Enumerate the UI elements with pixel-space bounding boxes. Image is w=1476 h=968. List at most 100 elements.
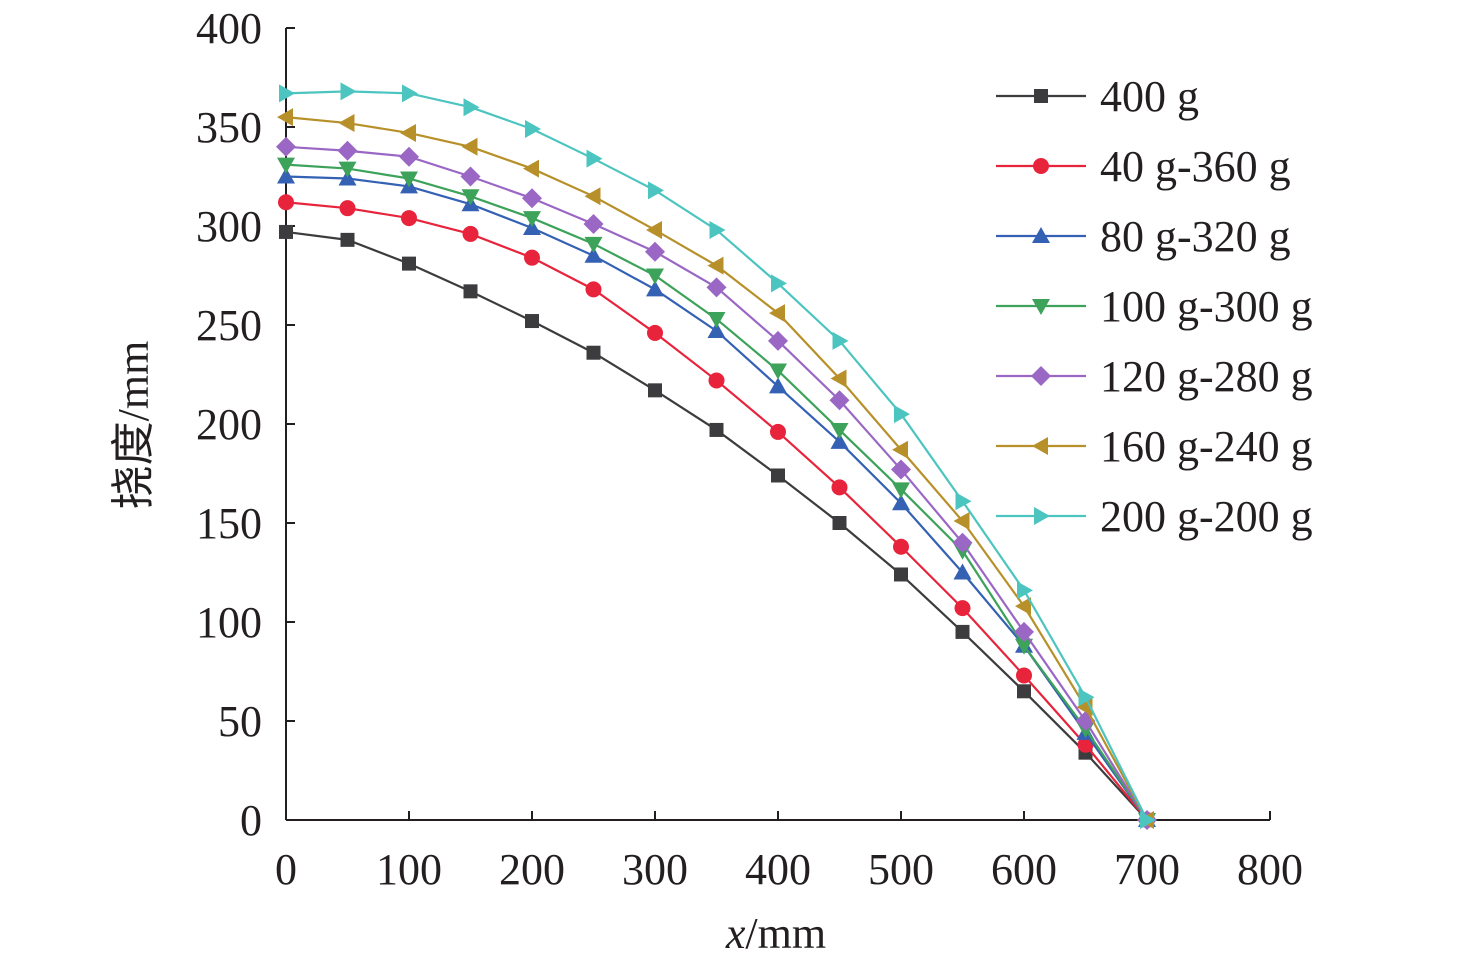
x-tick-label: 600 [991, 845, 1057, 894]
series-160g-240g [277, 108, 1154, 829]
data-point [584, 187, 601, 206]
data-point [892, 482, 910, 499]
x-tick-label: 100 [376, 845, 442, 894]
y-tick-label: 0 [240, 796, 262, 845]
legend-label: 200 g-200 g [1100, 492, 1313, 541]
y-axis-title: 挠度/mm [109, 341, 158, 510]
data-point [586, 345, 601, 360]
data-point [460, 166, 481, 187]
data-point [1015, 638, 1033, 655]
x-tick-label: 200 [499, 845, 565, 894]
data-point [461, 189, 480, 206]
data-point [645, 241, 665, 262]
legend-item: 80 g-320 g [996, 212, 1291, 261]
data-point [402, 84, 418, 103]
data-point [340, 82, 357, 101]
data-point [522, 188, 542, 209]
data-point [400, 123, 416, 142]
data-point [892, 440, 908, 459]
legend-label: 100 g-300 g [1100, 282, 1313, 331]
data-point [1015, 597, 1031, 616]
data-point [648, 383, 662, 398]
series-line [285, 175, 1148, 821]
y-tick-label: 300 [196, 202, 262, 251]
data-point [829, 390, 850, 411]
data-point [952, 532, 973, 553]
data-point [401, 210, 417, 227]
legend-marker [1032, 227, 1050, 243]
data-point [399, 146, 419, 167]
data-point [1140, 811, 1156, 829]
data-point [707, 256, 724, 275]
data-point [770, 423, 786, 440]
data-point [769, 377, 787, 394]
legend-label: 120 g-280 g [1100, 352, 1313, 401]
x-tick-label: 0 [275, 845, 297, 894]
y-tick-label: 200 [196, 400, 262, 449]
x-axis-title-unit: /mm [745, 909, 826, 958]
data-point [891, 459, 911, 480]
legend-item: 400 g [996, 72, 1199, 121]
data-point [771, 468, 785, 483]
x-tick-label: 700 [1114, 845, 1180, 894]
legend-marker [1032, 437, 1048, 455]
data-point [277, 167, 295, 184]
legend-marker [1033, 158, 1049, 174]
legend-item: 120 g-280 g [996, 352, 1313, 401]
data-point [894, 567, 908, 582]
y-tick-label: 350 [196, 103, 262, 152]
data-point [955, 624, 970, 639]
legend-marker [1031, 366, 1051, 386]
data-point [831, 479, 848, 496]
legend-label: 40 g-360 g [1100, 142, 1291, 191]
data-point [278, 194, 294, 211]
data-point [277, 108, 293, 127]
x-axis-ticks: 0 100 200 300 400 500 600 700 800 [275, 811, 1303, 894]
data-point [461, 137, 478, 156]
x-axis-title: x/mm [725, 909, 826, 958]
data-point [953, 563, 972, 580]
data-point [892, 494, 910, 511]
data-point [769, 363, 787, 380]
data-point [830, 369, 847, 388]
data-point [340, 232, 355, 247]
data-point [953, 512, 970, 531]
data-point [586, 149, 603, 168]
data-point [771, 274, 787, 293]
x-tick-label: 500 [868, 845, 934, 894]
legend-marker [1034, 507, 1050, 525]
y-tick-label: 150 [196, 499, 262, 548]
legend-item: 100 g-300 g [996, 282, 1313, 331]
legend-item: 160 g-240 g [996, 422, 1313, 471]
data-point [768, 330, 788, 351]
data-point [832, 331, 849, 350]
data-point [1017, 581, 1033, 600]
x-tick-label: 400 [745, 845, 811, 894]
data-point [277, 157, 295, 174]
x-axis-title-variable: x [725, 909, 746, 958]
data-point [707, 321, 726, 338]
data-point [1016, 667, 1032, 684]
legend: 400 g 40 g-360 g 80 g-320 g 100 g-300 g 120 … [996, 72, 1313, 541]
data-point [832, 516, 847, 530]
data-point [525, 119, 541, 138]
series-40g-360g [278, 194, 1155, 828]
data-point [646, 280, 664, 297]
data-point [463, 98, 480, 117]
data-point [707, 312, 726, 329]
data-point [1017, 684, 1031, 699]
data-point [279, 224, 293, 239]
series-line [285, 90, 1148, 821]
x-tick-label: 800 [1237, 845, 1303, 894]
data-point [955, 492, 972, 511]
data-point [708, 372, 725, 389]
data-point [462, 225, 479, 242]
data-point [279, 84, 295, 103]
data-point [276, 136, 296, 157]
data-point [402, 256, 416, 271]
series-200g-200g [279, 82, 1156, 829]
data-point [647, 324, 663, 341]
data-point [400, 171, 418, 188]
data-point [1077, 736, 1094, 753]
